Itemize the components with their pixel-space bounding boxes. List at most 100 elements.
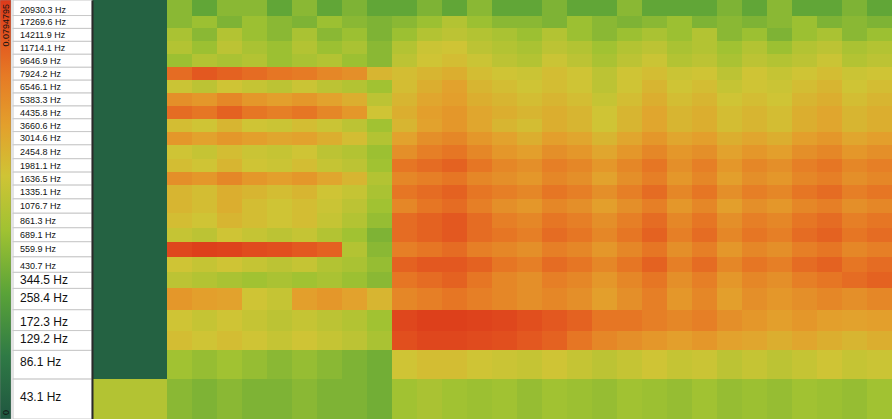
heatmap-cell	[792, 257, 818, 273]
heatmap-cell	[867, 41, 892, 55]
heatmap-cell	[467, 288, 493, 310]
label-box	[13, 67, 92, 80]
heatmap-cell	[92, 379, 118, 419]
heatmap-cell	[467, 213, 493, 228]
heatmap-cell	[767, 67, 793, 81]
heatmap-cell	[267, 145, 293, 159]
heatmap-cell	[442, 106, 468, 119]
heatmap-cell	[167, 199, 193, 214]
heatmap-cell	[517, 159, 543, 173]
heatmap-cell	[517, 145, 543, 159]
heatmap-cell	[717, 0, 743, 16]
heatmap-cell	[442, 93, 468, 107]
heatmap-cell	[242, 310, 268, 331]
heatmap-cell	[617, 310, 643, 331]
heatmap-cell	[317, 93, 343, 107]
heatmap-cell	[442, 67, 468, 81]
heatmap-cell	[192, 54, 218, 68]
heatmap-cell	[517, 54, 543, 68]
heatmap-cell	[267, 310, 293, 331]
heatmap-cell	[742, 228, 768, 243]
heatmap-cell	[217, 242, 243, 258]
label-box	[13, 0, 92, 16]
heatmap-cell	[267, 242, 293, 258]
heatmap-cell	[167, 288, 193, 310]
heatmap-cell	[517, 228, 543, 243]
heatmap-cell	[692, 145, 718, 159]
heatmap-cell	[442, 288, 468, 310]
heatmap-cell	[92, 257, 118, 273]
heatmap-cell	[667, 41, 693, 55]
heatmap-cell	[267, 41, 293, 55]
heatmap-cell	[842, 159, 868, 173]
heatmap-cell	[417, 67, 443, 81]
heatmap-cell	[742, 213, 768, 228]
heatmap-cell	[217, 132, 243, 146]
heatmap-cell	[317, 288, 343, 310]
heatmap-cell	[467, 28, 493, 42]
heatmap-cell	[567, 16, 593, 29]
heatmap-cell	[617, 119, 643, 132]
heatmap-cell	[92, 228, 118, 243]
heatmap-cell	[767, 185, 793, 199]
heatmap-cell	[842, 379, 868, 419]
heatmap-cell	[692, 41, 718, 55]
heatmap-cell	[417, 145, 443, 159]
heatmap-cell	[442, 80, 468, 93]
heatmap-cell	[242, 132, 268, 146]
heatmap-cell	[742, 331, 768, 351]
heatmap-cell	[642, 257, 668, 273]
chart: 20930.3 Hz17269.6 Hz14211.9 Hz11714.1 Hz…	[0, 0, 892, 419]
tick: 3014.6 Hz	[20, 133, 92, 143]
heatmap-cell	[467, 67, 493, 81]
heatmap-cell	[342, 331, 368, 351]
heatmap-cell	[167, 185, 193, 199]
heatmap-cell	[517, 106, 543, 119]
heatmap-cell	[492, 119, 518, 132]
heatmap-cell	[742, 80, 768, 93]
heatmap-cell	[142, 228, 168, 243]
heatmap-cell	[492, 0, 518, 16]
tick: 172.3 Hz	[20, 315, 92, 329]
heatmap-cell	[517, 350, 543, 379]
heatmap-cell	[842, 272, 868, 289]
heatmap-cell	[742, 242, 768, 258]
heatmap-cell	[592, 145, 618, 159]
heatmap-cell	[167, 159, 193, 173]
heatmap-cell	[592, 0, 618, 16]
heatmap-cell	[292, 199, 318, 214]
heatmap-cell	[617, 379, 643, 419]
heatmap-cell	[767, 119, 793, 132]
heatmap-cell	[167, 228, 193, 243]
heatmap-cell	[342, 257, 368, 273]
heatmap-cell	[767, 242, 793, 258]
heatmap-cell	[217, 199, 243, 214]
heatmap-cell	[667, 119, 693, 132]
heatmap-cell	[442, 119, 468, 132]
heatmap-cell	[117, 379, 143, 419]
heatmap-cell	[792, 379, 818, 419]
heatmap-cell	[392, 159, 418, 173]
heatmap-cell	[367, 350, 393, 379]
heatmap-cell	[342, 132, 368, 146]
heatmap-cell	[267, 350, 293, 379]
heatmap-cell	[242, 213, 268, 228]
heatmap-cell	[117, 41, 143, 55]
label-box	[13, 93, 92, 106]
tick: 129.2 Hz	[20, 332, 92, 346]
heatmap-cell	[92, 199, 118, 214]
heatmap-cell	[392, 67, 418, 81]
heatmap-cell	[292, 80, 318, 93]
heatmap-cell	[442, 242, 468, 258]
heatmap-cell	[392, 28, 418, 42]
heatmap-cell	[292, 228, 318, 243]
heatmap-cell	[92, 54, 118, 68]
heatmap-cell	[792, 54, 818, 68]
heatmap-cell	[767, 350, 793, 379]
heatmap-cell	[192, 106, 218, 119]
heatmap-cell	[817, 288, 843, 310]
tick: 689.1 Hz	[20, 230, 92, 240]
heatmap-cell	[267, 172, 293, 186]
heatmap-cell	[142, 132, 168, 146]
heatmap-cell	[242, 379, 268, 419]
